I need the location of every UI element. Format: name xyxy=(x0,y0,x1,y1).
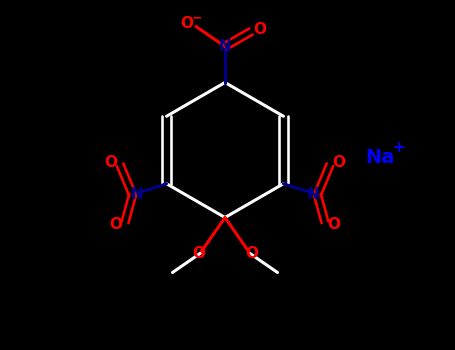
Text: O: O xyxy=(105,155,117,170)
Text: O: O xyxy=(328,217,340,232)
Text: O: O xyxy=(333,155,345,170)
Text: O: O xyxy=(110,217,122,232)
Text: Na: Na xyxy=(365,148,394,167)
Text: N: N xyxy=(130,187,143,202)
Text: −: − xyxy=(192,11,202,24)
Text: N: N xyxy=(307,187,320,202)
Text: O: O xyxy=(245,246,258,261)
Text: O: O xyxy=(192,246,205,261)
Text: N: N xyxy=(218,39,232,54)
Text: O: O xyxy=(181,16,193,32)
Text: O: O xyxy=(253,21,267,36)
Text: +: + xyxy=(393,140,405,155)
